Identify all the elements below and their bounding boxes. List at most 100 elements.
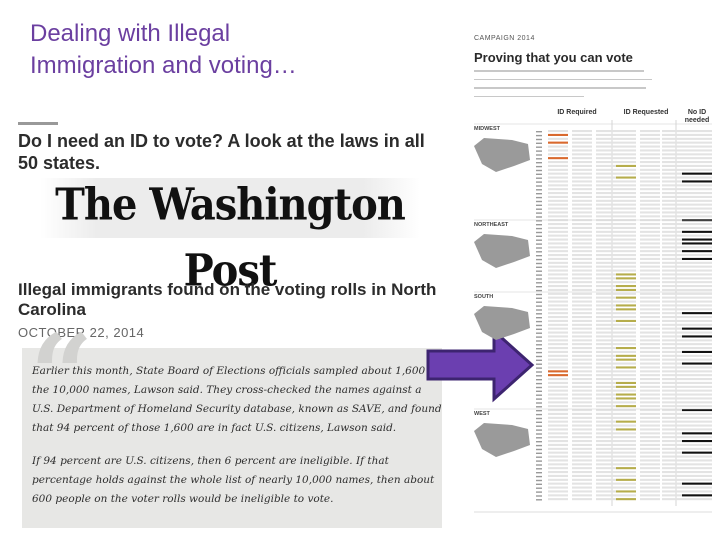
state-id-cell (682, 401, 712, 404)
state-id-cell (682, 443, 712, 446)
state-label (536, 487, 542, 489)
state-id-cell (616, 339, 636, 342)
state-id-cell (682, 195, 712, 198)
state-id-cell (640, 397, 660, 400)
state-id-cell (572, 265, 592, 268)
state-id-cell (682, 420, 712, 423)
state-id-cell (662, 257, 682, 260)
state-id-cell (662, 246, 682, 249)
state-id-cell (616, 498, 636, 501)
state-id-cell (682, 223, 712, 226)
state-id-cell (640, 223, 660, 226)
region-label: SOUTH (474, 294, 493, 300)
state-id-cell (596, 149, 616, 152)
state-id-cell (682, 405, 712, 408)
state-id-cell (682, 137, 712, 140)
news-article-clip: Do I need an ID to vote? A look at the l… (10, 120, 442, 530)
state-label (536, 351, 542, 354)
state-id-cell (640, 498, 660, 501)
state-id-cell (640, 254, 660, 257)
state-id-cell (640, 161, 660, 164)
state-id-cell (596, 393, 616, 396)
state-id-cell (662, 451, 682, 454)
state-id-cell (596, 471, 616, 474)
state-id-cell (616, 285, 636, 288)
state-id-cell (640, 424, 660, 427)
state-id-cell (640, 494, 660, 497)
state-id-cell (548, 257, 568, 260)
state-id-cell (596, 211, 616, 214)
state-id-cell (662, 412, 682, 415)
state-id-cell (572, 424, 592, 427)
state-id-cell (548, 164, 568, 167)
state-id-cell (596, 381, 616, 384)
state-id-cell (572, 463, 592, 466)
state-id-cell (596, 141, 616, 144)
state-id-cell (572, 432, 592, 435)
state-id-cell (596, 378, 616, 381)
state-id-cell (596, 292, 616, 295)
state-id-cell (548, 447, 568, 450)
state-id-cell (596, 234, 616, 237)
state-id-cell (616, 451, 636, 454)
state-label (536, 189, 542, 191)
state-id-cell (548, 374, 568, 377)
state-id-cell (616, 304, 636, 307)
state-id-cell (662, 176, 682, 179)
state-label (536, 475, 542, 478)
state-id-cell (572, 381, 592, 384)
state-id-cell (572, 226, 592, 229)
state-id-cell (548, 141, 568, 144)
state-id-cell (640, 145, 660, 148)
state-id-cell (548, 420, 568, 423)
article-headline-voter-id[interactable]: Do I need an ID to vote? A look at the l… (18, 131, 425, 173)
state-id-cell (640, 292, 660, 295)
state-id-cell (616, 397, 636, 400)
state-id-cell (640, 347, 660, 350)
state-id-cell (662, 443, 682, 446)
state-id-cell (616, 482, 636, 485)
state-id-cell (682, 490, 712, 493)
state-id-cell (596, 269, 616, 272)
state-label (536, 131, 542, 133)
washington-post-logo: The Washington Post (40, 178, 420, 296)
state-id-cell (616, 192, 636, 195)
state-id-cell (548, 362, 568, 365)
state-id-cell (640, 370, 660, 373)
state-id-cell (572, 440, 592, 443)
state-id-cell (596, 161, 616, 164)
state-id-cell (662, 385, 682, 388)
state-id-cell (640, 269, 660, 272)
state-id-cell (596, 331, 616, 334)
state-id-cell (640, 358, 660, 361)
state-id-cell (682, 161, 712, 164)
state-id-cell (548, 133, 568, 136)
state-id-cell (662, 161, 682, 164)
state-id-cell (616, 440, 636, 443)
state-id-cell (662, 265, 682, 268)
state-id-cell (596, 230, 616, 233)
state-id-cell (548, 482, 568, 485)
state-id-cell (572, 393, 592, 396)
state-id-cell (640, 184, 660, 187)
state-id-cell (596, 412, 616, 415)
state-id-cell (640, 474, 660, 477)
state-id-cell (616, 277, 636, 280)
state-id-cell (548, 184, 568, 187)
state-id-cell (572, 498, 592, 501)
state-label (536, 344, 542, 346)
state-label (536, 243, 542, 245)
state-id-cell (616, 312, 636, 315)
state-id-cell (682, 370, 712, 373)
state-id-cell (640, 137, 660, 140)
state-label (536, 441, 542, 443)
column-header-no-id-line2: needed (684, 117, 710, 124)
state-id-cell (596, 486, 616, 489)
state-id-cell (548, 288, 568, 291)
state-id-cell (548, 405, 568, 408)
article-headline-illegal-immigrants[interactable]: Illegal immigrants found on the voting r… (18, 280, 437, 319)
state-id-cell (662, 459, 682, 462)
state-id-cell (572, 350, 592, 353)
state-id-cell (596, 416, 616, 419)
state-id-cell (640, 428, 660, 431)
